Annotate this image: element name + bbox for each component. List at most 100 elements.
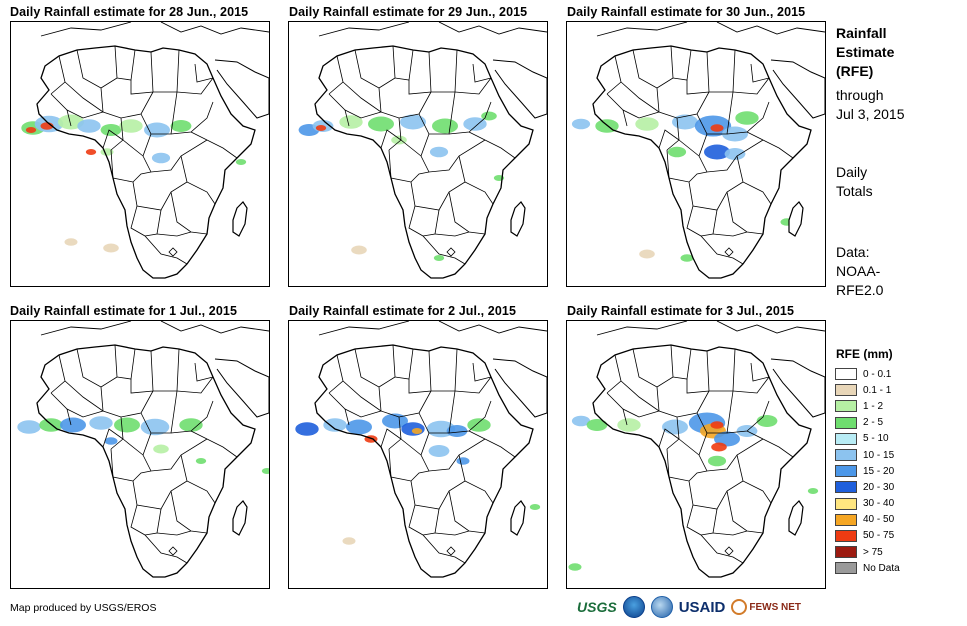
rainfall-patch — [295, 422, 319, 436]
fews-net-logo: FEWS NET — [731, 599, 801, 615]
rainfall-patch — [432, 118, 458, 134]
country-border — [750, 63, 770, 83]
rainfall-patch — [586, 419, 608, 431]
madagascar — [232, 500, 248, 536]
country-border — [342, 81, 432, 119]
country-border — [468, 131, 516, 159]
country-border — [170, 490, 208, 534]
rainfall-patch — [315, 125, 327, 131]
country-border — [122, 139, 144, 157]
rainfall-patch — [64, 238, 78, 246]
country-border — [724, 247, 734, 257]
through-label: through — [836, 87, 884, 103]
country-border — [732, 376, 770, 394]
country-border — [168, 247, 178, 257]
country-border — [622, 109, 628, 127]
country-border — [446, 546, 456, 556]
legend-item: 50 - 75 — [835, 528, 900, 544]
arabia-coast — [770, 59, 825, 119]
country-border — [750, 362, 770, 382]
legend-swatch — [835, 432, 857, 445]
country-border — [458, 454, 494, 504]
daily-totals: Daily Totals — [836, 163, 873, 201]
country-border — [698, 432, 764, 472]
rainfall-patch — [85, 149, 97, 155]
country-border — [140, 390, 178, 434]
country-border — [122, 438, 144, 456]
legend-label: 50 - 75 — [863, 530, 895, 542]
rainfall-patch — [17, 420, 41, 434]
usaid-logo: USAID — [678, 598, 726, 616]
rainfall-patch — [571, 415, 591, 427]
panel-title: Daily Rainfall estimate for 3 Jul., 2015 — [567, 304, 795, 318]
panel-title: Daily Rainfall estimate for 30 Jun., 201… — [567, 5, 806, 19]
country-border — [344, 109, 350, 127]
rainfall-patch — [89, 416, 113, 430]
rainfall-patch — [710, 124, 724, 132]
country-border — [622, 408, 628, 426]
europe-coast — [596, 321, 825, 336]
country-border — [102, 129, 124, 149]
madagascar — [510, 201, 526, 237]
country-border — [620, 380, 710, 418]
africa-map — [571, 22, 825, 279]
rainfall-patch — [401, 422, 425, 436]
country-border — [620, 81, 710, 119]
country-border — [420, 133, 486, 173]
legend-swatch — [835, 384, 857, 397]
rainfall-patch — [119, 119, 143, 133]
country-border — [328, 392, 382, 418]
legend-swatch — [835, 562, 857, 575]
legend-label: 0.1 - 1 — [863, 384, 892, 396]
country-border — [726, 101, 770, 135]
fews-net-label: FEWS NET — [749, 601, 802, 613]
country-border — [454, 77, 492, 95]
rainfall-patch — [710, 421, 724, 429]
daily-label: Daily — [836, 164, 868, 180]
rainfall-patch — [235, 159, 247, 165]
country-border — [194, 362, 214, 382]
globe-logo-icon — [650, 596, 673, 618]
country-border — [726, 400, 770, 434]
country-border — [696, 390, 734, 434]
country-border — [686, 504, 744, 564]
legend-item: 2 - 5 — [835, 415, 900, 431]
country-border — [76, 348, 104, 412]
map-frame — [288, 320, 548, 589]
through-value: Jul 3, 2015 — [836, 106, 905, 122]
country-border — [698, 133, 764, 173]
legend-item: 1 - 2 — [835, 398, 900, 414]
country-border — [354, 348, 382, 412]
rainfall-patch — [433, 255, 445, 261]
rainfall-patch — [571, 118, 591, 130]
country-border — [434, 231, 470, 237]
country-border — [448, 400, 492, 434]
rainfall-patch — [400, 114, 426, 130]
legend-swatch — [835, 465, 857, 478]
legend-title: RFE (mm) — [836, 347, 893, 361]
country-border — [354, 49, 382, 113]
madagascar — [788, 500, 804, 536]
country-border — [408, 504, 466, 564]
logo-strip: USGS USAID FEWS NET — [577, 594, 801, 620]
rainfall-patch — [103, 243, 119, 253]
country-border — [712, 231, 748, 237]
rainfall-patch — [60, 417, 86, 433]
rainfall-patch — [429, 146, 449, 158]
country-border — [380, 129, 402, 149]
country-border — [408, 51, 432, 95]
rainfall-patch — [25, 127, 37, 133]
country-border — [156, 231, 192, 237]
country-border — [458, 155, 494, 205]
europe-coast — [40, 22, 269, 37]
usgs-logo: USGS — [577, 599, 617, 615]
legend-swatch — [835, 449, 857, 462]
country-border — [344, 408, 350, 426]
coastline — [592, 344, 812, 578]
country-border — [736, 155, 772, 205]
coastline — [314, 45, 534, 279]
legend-label: No Data — [863, 562, 900, 574]
country-border — [176, 376, 214, 394]
country-border — [712, 530, 748, 536]
legend-label: 10 - 15 — [863, 449, 895, 461]
